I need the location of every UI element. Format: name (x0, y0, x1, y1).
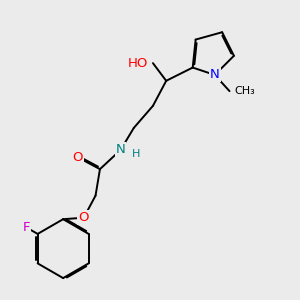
Text: HO: HO (128, 57, 148, 70)
Text: F: F (22, 221, 30, 234)
Text: O: O (73, 151, 83, 164)
Text: N: N (116, 143, 125, 157)
Text: H: H (132, 148, 140, 158)
Text: O: O (79, 211, 89, 224)
Text: N: N (210, 68, 220, 81)
Text: CH₃: CH₃ (235, 86, 256, 96)
